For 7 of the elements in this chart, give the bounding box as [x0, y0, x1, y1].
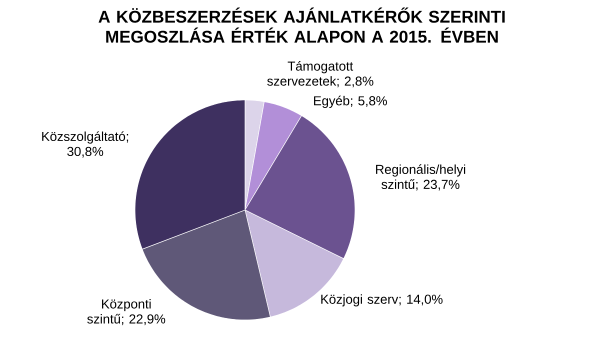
slice-label: Közjogi szerv; 14,0% [321, 294, 443, 306]
slice-label: Támogatott szervezetek; 2,8% [267, 61, 374, 88]
slice-label: Központi szintű; 22,9% [87, 299, 166, 326]
slice-label: Regionális/helyi szintű; 23,7% [376, 164, 466, 191]
chart-title: A KÖZBESZERZÉSEK AJÁNLATKÉRŐK SZERINTI MEGOSZLÁSA ÉRTÉK ALAPON A 2015. ÉVBEN [98, 8, 505, 43]
slice-label: Egyéb; 5,8% [314, 96, 387, 108]
slice-label: Közszolgáltató; 30,8% [42, 131, 128, 158]
